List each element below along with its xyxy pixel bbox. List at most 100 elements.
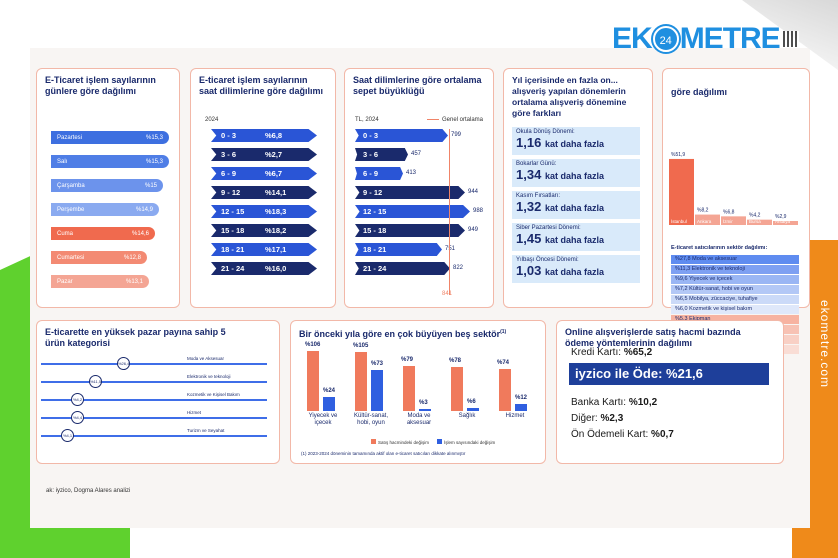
hour-value: %18,2 xyxy=(265,226,287,235)
sector-item: %7,2 Kültür-sanat, hobi ve oyun xyxy=(671,285,799,294)
city-bar xyxy=(721,216,746,225)
day-bar: Pazartesi %15,3 xyxy=(51,131,169,144)
hour-range: 12 - 15 xyxy=(221,207,245,216)
periods-card: Yıl içerisinde en fazla on... alışveriş … xyxy=(503,68,653,308)
basket-range: 0 - 3 xyxy=(363,131,379,140)
city-name: İzmir xyxy=(723,218,733,224)
hour-row: 3 - 6 %2,7 xyxy=(211,148,317,161)
growth-bar-b xyxy=(371,369,383,411)
basket-value: 949 xyxy=(468,227,479,233)
category-line xyxy=(41,399,267,401)
day-value: %13,1 xyxy=(125,278,143,285)
growth-value-a: %105 xyxy=(353,342,369,349)
payment-item: Ön Ödemeli Kart: %0,7 xyxy=(571,429,674,440)
day-label: Salı xyxy=(57,158,68,165)
basket-value: 751 xyxy=(445,246,456,252)
city-name: Antalya xyxy=(775,219,791,224)
growth-value-b: %6 xyxy=(467,398,476,405)
hours-card: E-ticaret işlem sayılarının saat dilimle… xyxy=(190,68,336,308)
day-bar: Perşembe %14,9 xyxy=(51,203,159,216)
hour-range: 15 - 18 xyxy=(221,226,245,235)
hour-value: %6,8 xyxy=(265,131,283,140)
period-number: 1,34 xyxy=(516,167,542,182)
day-bar: Cumartesi %12,8 xyxy=(51,251,147,264)
growth-chart: %106 %24 Yiyecek ve içecek %105 %73 Kültür-sa… xyxy=(297,339,541,441)
period-box: Kasım Fırsatları: 1,32 kat daha fazla xyxy=(512,191,640,219)
period-label: Bokarlar Günü: xyxy=(516,161,557,167)
period-suffix: kat daha fazla xyxy=(544,267,604,277)
category-value: %4,4 xyxy=(71,411,84,424)
hour-row: 15 - 18 %18,2 xyxy=(211,224,317,237)
category-label: Turizm ve Seyahat xyxy=(187,428,225,433)
hour-row: 12 - 15 %18,3 xyxy=(211,205,317,218)
growth-category: Moda ve aksesuar xyxy=(406,413,432,426)
hour-value: %14,1 xyxy=(265,188,287,197)
period-label: Yılbaşı Öncesi Dönemi: xyxy=(516,257,579,263)
category-label: Kozmetik ve Kişisel Bakım xyxy=(187,392,240,397)
payment-item: Kredi Kartı: %65,2 xyxy=(571,347,652,358)
days-title: E-Ticaret işlem sayılarının günlere göre… xyxy=(45,75,156,96)
days-card: E-Ticaret işlem sayılarının günlere göre… xyxy=(36,68,180,308)
hours-year: 2024 xyxy=(205,117,219,123)
period-value: 1,32 kat daha fazla xyxy=(516,199,636,214)
period-label: Okula Dönüş Dönemi: xyxy=(516,129,575,135)
basket-range: 18 - 21 xyxy=(363,245,387,254)
logo-left: EK xyxy=(612,22,653,55)
city-value: %8,2 xyxy=(697,208,709,214)
category-value: %4,1 xyxy=(61,429,74,442)
day-bar: Pazar %13,1 xyxy=(51,275,149,288)
day-value: %15,3 xyxy=(145,158,163,165)
hour-value: %2,7 xyxy=(265,150,283,159)
hour-value: %17,1 xyxy=(265,245,287,254)
growth-category: Sağlık xyxy=(458,413,476,419)
category-line xyxy=(41,435,267,437)
payment-title: Online alışverişlerde satış hacmi bazınd… xyxy=(565,327,741,348)
city-name: Bursa xyxy=(749,219,761,224)
day-value: %15,3 xyxy=(145,134,163,141)
city-bar xyxy=(669,158,694,225)
growth-category: Hizmet xyxy=(505,413,525,419)
basket-value: 944 xyxy=(468,189,479,195)
basket-row: 6 - 9 xyxy=(355,167,403,180)
day-value: %15 xyxy=(144,182,157,189)
payment-label: Diğer: xyxy=(571,413,598,424)
growth-value-a: %106 xyxy=(305,342,321,349)
period-value: 1,34 kat daha fazla xyxy=(516,167,636,182)
legend-b: İşlem sayısındaki değişim xyxy=(437,439,495,445)
growth-value-a: %78 xyxy=(449,358,462,365)
side-url: ekometre.com xyxy=(818,300,832,389)
growth-category: Kültür-sanat, hobi, oyun xyxy=(353,413,389,426)
legend-a-text: Satış hacmindeki değişim xyxy=(378,440,430,445)
city-bar xyxy=(695,214,720,225)
hour-range: 0 - 3 xyxy=(221,131,237,140)
category-value: %4,2 xyxy=(71,393,84,406)
growth-footnote: (1) 2023-2024 döneminin tamamında aktif … xyxy=(301,451,466,456)
basket-range: 3 - 6 xyxy=(363,150,379,159)
basket-value: 413 xyxy=(406,170,417,176)
city-bar xyxy=(773,221,798,225)
period-box: Okula Dönüş Dönemi: 1,16 kat daha fazla xyxy=(512,127,640,155)
hour-range: 18 - 21 xyxy=(221,245,245,254)
day-value: %14,9 xyxy=(135,206,153,213)
city-name: İstanbul xyxy=(671,218,687,224)
ekometre-logo[interactable]: EK 24 METRE xyxy=(612,22,799,56)
hour-range: 21 - 24 xyxy=(221,264,245,273)
growth-title-text: Bir önceki yıla göre en çok büyüyen beş … xyxy=(299,329,501,339)
growth-bar-b xyxy=(419,409,431,411)
hours-title: E-ticaret işlem sayılarının saat dilimle… xyxy=(199,75,324,96)
basket-unit: TL, 2024 xyxy=(355,117,379,123)
basket-row: 3 - 6 xyxy=(355,148,408,161)
growth-value-a: %79 xyxy=(401,357,414,364)
basket-row: 18 - 21 xyxy=(355,243,442,256)
basket-row: 12 - 15 xyxy=(355,205,470,218)
basket-title: Saat dilimlerine göre ortalama sepet büy… xyxy=(353,75,482,96)
legend-b-text: İşlem sayısındaki değişim xyxy=(444,440,496,445)
iyzico-highlight: iyzico ile Öde: %21,6 xyxy=(569,363,769,385)
basket-card: Saat dilimlerine göre ortalama sepet büy… xyxy=(344,68,494,308)
city-value: %51,9 xyxy=(671,152,685,158)
period-value: 1,45 kat daha fazla xyxy=(516,231,636,246)
city-name: Ankara xyxy=(697,219,712,224)
sector-item: %6,0 Kozmetik ve kişisel bakım xyxy=(671,305,799,314)
sector-item: %6,5 Mobilya, züccaciye, tuhafiye xyxy=(671,295,799,304)
growth-bar-b xyxy=(323,397,335,411)
